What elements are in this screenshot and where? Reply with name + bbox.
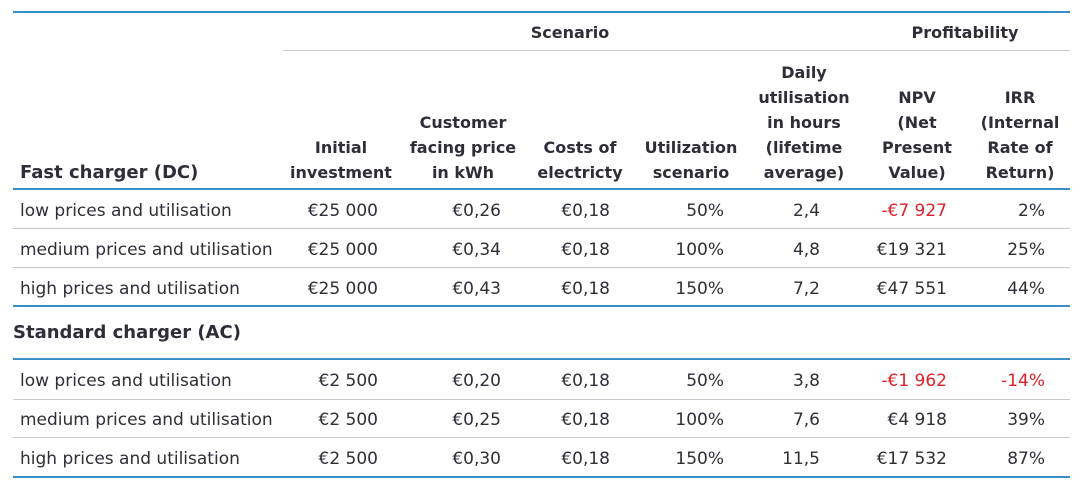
- header-line: NPV: [898, 88, 936, 107]
- header-line: average): [763, 163, 845, 182]
- cell-daily-hours: 11,5: [782, 449, 820, 469]
- col-header-costs-electricity: Costs of electricty: [510, 135, 650, 185]
- row-label: high prices and utilisation: [20, 449, 240, 469]
- row-label: low prices and utilisation: [20, 201, 232, 221]
- cell-customer-price: €0,20: [452, 371, 501, 391]
- cell-utilization: 150%: [675, 279, 724, 299]
- header-line: IRR: [1004, 88, 1036, 107]
- cell-electricity-cost: €0,18: [561, 279, 610, 299]
- cell-electricity-cost: €0,18: [561, 410, 610, 430]
- header-line: Utilization: [644, 138, 738, 157]
- cell-utilization: 50%: [686, 371, 724, 391]
- header-line: Costs of: [543, 138, 617, 157]
- cell-customer-price: €0,43: [452, 279, 501, 299]
- cell-electricity-cost: €0,18: [561, 449, 610, 469]
- cell-initial-investment: €25 000: [307, 240, 378, 260]
- cell-npv: €4 918: [887, 410, 947, 430]
- header-line: Daily: [781, 63, 827, 82]
- cell-irr: 87%: [1007, 449, 1045, 469]
- group-header-profitability: Profitability: [911, 23, 1019, 42]
- cell-irr: 2%: [1018, 201, 1045, 221]
- header-line: Value): [888, 163, 946, 182]
- cell-utilization: 100%: [675, 410, 724, 430]
- cell-daily-hours: 3,8: [792, 371, 820, 391]
- group-header-scenario: Scenario: [530, 23, 610, 42]
- cell-customer-price: €0,26: [452, 201, 501, 221]
- top-rule: [13, 11, 1070, 13]
- cell-irr: 25%: [1007, 240, 1045, 260]
- header-line: electricty: [537, 163, 623, 182]
- cell-electricity-cost: €0,18: [561, 240, 610, 260]
- row-divider: [13, 437, 1070, 438]
- cell-utilization: 150%: [675, 449, 724, 469]
- col-header-npv: NPV (Net Present Value): [847, 85, 987, 185]
- header-line: scenario: [652, 163, 730, 182]
- header-line: Initial: [314, 138, 368, 157]
- cell-npv: -€1 962: [881, 371, 947, 391]
- cell-daily-hours: 4,8: [792, 240, 820, 260]
- cell-npv: €19 321: [876, 240, 947, 260]
- cell-initial-investment: €25 000: [307, 279, 378, 299]
- row-divider: [13, 267, 1070, 268]
- header-line: investment: [290, 163, 392, 182]
- section-rule: [13, 305, 1070, 307]
- col-header-daily-utilisation: Daily utilisation in hours (lifetime average…: [734, 60, 874, 185]
- header-line: facing price: [409, 138, 517, 157]
- col-header-initial-investment: Initial investment: [271, 135, 411, 185]
- header-line: in kWh: [431, 163, 495, 182]
- cell-customer-price: €0,25: [452, 410, 501, 430]
- header-line: (Net: [897, 113, 937, 132]
- header-line: (lifetime: [765, 138, 843, 157]
- cell-electricity-cost: €0,18: [561, 371, 610, 391]
- header-line: in hours: [767, 113, 841, 132]
- bottom-rule: [13, 476, 1070, 478]
- header-line: (Internal: [980, 113, 1060, 132]
- col-header-irr: IRR (Internal Rate of Return): [950, 85, 1080, 185]
- row-label: medium prices and utilisation: [20, 240, 273, 260]
- row-label: medium prices and utilisation: [20, 410, 273, 430]
- section-rule: [13, 358, 1070, 360]
- cell-daily-hours: 2,4: [792, 201, 820, 221]
- cell-initial-investment: €2 500: [318, 371, 378, 391]
- group-header-rule: [283, 50, 1070, 51]
- section-title: Fast charger (DC): [20, 162, 199, 183]
- row-divider: [13, 399, 1070, 400]
- cell-electricity-cost: €0,18: [561, 201, 610, 221]
- cell-daily-hours: 7,2: [792, 279, 820, 299]
- cell-initial-investment: €25 000: [307, 201, 378, 221]
- header-line: Return): [985, 163, 1055, 182]
- header-line: Customer: [419, 113, 507, 132]
- cell-npv: €47 551: [876, 279, 947, 299]
- cell-utilization: 50%: [686, 201, 724, 221]
- section-title: Standard charger (AC): [13, 322, 241, 343]
- cell-irr: 44%: [1007, 279, 1045, 299]
- header-line: Present: [882, 138, 952, 157]
- cell-npv: €17 532: [876, 449, 947, 469]
- cell-utilization: 100%: [675, 240, 724, 260]
- header-line: utilisation: [758, 88, 850, 107]
- cell-daily-hours: 7,6: [792, 410, 820, 430]
- cell-irr: -14%: [1001, 371, 1045, 391]
- cell-customer-price: €0,30: [452, 449, 501, 469]
- cell-npv: -€7 927: [881, 201, 947, 221]
- col-header-utilization-scenario: Utilization scenario: [621, 135, 761, 185]
- header-bottom-rule: [13, 188, 1070, 190]
- cell-initial-investment: €2 500: [318, 410, 378, 430]
- row-divider: [13, 228, 1070, 229]
- cell-customer-price: €0,34: [452, 240, 501, 260]
- col-header-customer-price: Customer facing price in kWh: [393, 110, 533, 185]
- row-label: low prices and utilisation: [20, 371, 232, 391]
- header-line: Rate of: [987, 138, 1053, 157]
- row-label: high prices and utilisation: [20, 279, 240, 299]
- cell-initial-investment: €2 500: [318, 449, 378, 469]
- cell-irr: 39%: [1007, 410, 1045, 430]
